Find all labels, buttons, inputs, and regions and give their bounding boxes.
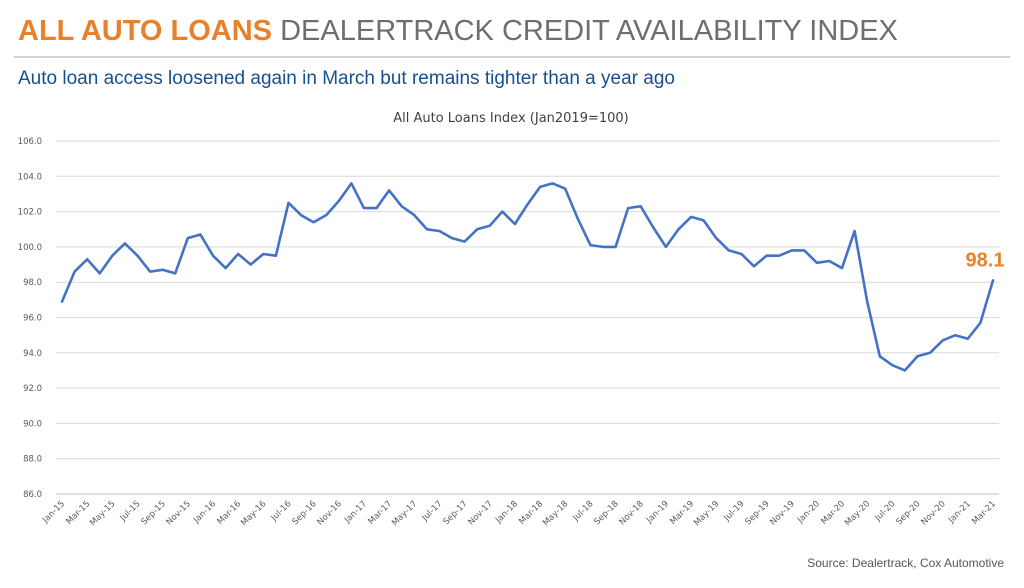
y-tick-label: 86.0 <box>23 490 42 500</box>
x-tick-label: Jan-16 <box>191 499 218 526</box>
y-tick-label: 88.0 <box>23 455 42 465</box>
x-tick-label: Jan-17 <box>342 499 369 526</box>
x-tick-label: Sep-18 <box>592 499 620 527</box>
y-tick-label: 92.0 <box>23 384 42 394</box>
y-tick-label: 94.0 <box>23 349 42 359</box>
x-tick-label: May-20 <box>843 499 872 528</box>
x-tick-label: Sep-20 <box>894 499 922 527</box>
y-axis: 86.0 88.0 90.0 92.0 94.0 96.0 98.0 100.0 102.0 10… <box>18 137 42 500</box>
x-tick-label: May-17 <box>390 499 419 528</box>
title-accent: ALL AUTO LOANS <box>18 15 273 47</box>
x-tick-label: Mar-16 <box>215 499 243 527</box>
x-tick-label: Mar-15 <box>64 499 92 527</box>
title-divider <box>14 56 1010 58</box>
x-tick-label: Jan-15 <box>40 499 67 526</box>
y-tick-label: 100.0 <box>18 243 42 253</box>
x-tick-label: Nov-15 <box>164 499 192 527</box>
x-tick-label: Nov-19 <box>768 499 796 527</box>
x-tick-label: Mar-18 <box>517 499 545 527</box>
y-tick-label: 104.0 <box>18 172 42 182</box>
x-tick-label: Jan-18 <box>493 499 520 526</box>
x-tick-label: May-15 <box>88 499 117 528</box>
page-title: ALL AUTO LOANS DEALERTRACK CREDIT AVAILA… <box>18 14 898 48</box>
x-tick-label: May-16 <box>239 499 268 528</box>
x-tick-label: Jan-19 <box>644 499 671 526</box>
y-tick-label: 96.0 <box>23 314 42 324</box>
x-tick-label: Sep-15 <box>140 499 168 527</box>
x-tick-label: Sep-17 <box>441 499 469 527</box>
last-value-label: 98.1 <box>966 249 1005 271</box>
x-tick-label: May-19 <box>692 499 721 528</box>
x-tick-label: Nov-16 <box>315 499 343 527</box>
chart-gridlines <box>56 140 999 495</box>
chart-title: All Auto Loans Index (Jan2019=100) <box>393 111 629 126</box>
x-tick-label: Nov-20 <box>919 499 947 527</box>
x-tick-label: Sep-19 <box>743 499 771 527</box>
y-tick-label: 106.0 <box>18 137 42 147</box>
y-tick-label: 98.0 <box>23 278 42 288</box>
chart-series <box>60 182 995 372</box>
series-line <box>60 182 995 372</box>
line-chart: All Auto Loans Index (Jan2019=100) 86.08… <box>18 111 1005 528</box>
page-subtitle: Auto loan access loosened again in March… <box>18 68 675 89</box>
x-tick-label: Nov-17 <box>466 499 494 527</box>
title-rest: DEALERTRACK CREDIT AVAILABILITY INDEX <box>280 15 898 47</box>
x-tick-label: Mar-17 <box>366 499 394 527</box>
x-tick-label: Mar-20 <box>819 499 847 527</box>
x-tick-label: Jan-20 <box>795 499 822 526</box>
x-tick-label: May-18 <box>541 499 570 528</box>
source-note: Source: Dealertrack, Cox Automotive <box>807 556 1004 570</box>
x-tick-label: Jan-21 <box>946 499 973 526</box>
x-tick-label: Mar-21 <box>970 499 998 527</box>
x-tick-label: Mar-19 <box>668 499 696 527</box>
x-tick-label: Nov-18 <box>617 499 645 527</box>
x-tick-label: Sep-16 <box>291 499 319 527</box>
y-tick-label: 90.0 <box>23 419 42 429</box>
y-tick-label: 102.0 <box>18 208 42 218</box>
